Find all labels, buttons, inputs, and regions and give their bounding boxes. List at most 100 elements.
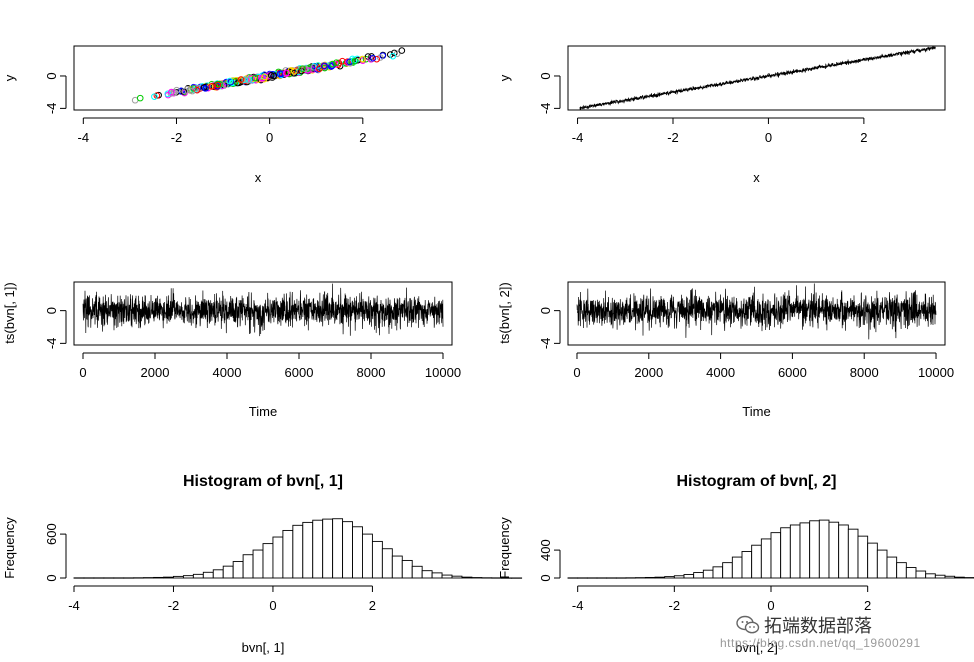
data-point (389, 52, 397, 60)
data-point (189, 87, 196, 95)
data-point (261, 73, 268, 81)
chart-title: Histogram of bvn[, 2] (676, 473, 836, 490)
data-point (299, 65, 306, 72)
hist-bar (362, 533, 373, 579)
wechat-logo-icon (736, 615, 760, 634)
hist-bar (192, 573, 204, 579)
data-point (282, 69, 290, 77)
panel-ts-2: 0 2000 4000 6000 8000 10000 -4 0 Time ts(bvn[, 2]… (497, 281, 954, 419)
hist-bar (342, 521, 353, 579)
hist-bar (431, 572, 443, 579)
x-tick-label: -2 (168, 598, 180, 613)
data-point (258, 74, 265, 82)
hist-bar (411, 565, 423, 579)
y-axis-label: Frequency (2, 517, 17, 579)
plot-frame (567, 45, 946, 111)
data-point (151, 93, 158, 100)
hist-bar (242, 554, 254, 579)
hist-bar (741, 551, 753, 579)
hist-bar (857, 535, 869, 579)
hist-bar (673, 575, 685, 579)
hist-bar (182, 575, 194, 579)
x-tick-label: 2 (359, 130, 366, 145)
x-tick-label: 0 (266, 130, 273, 145)
x-axis-label: x (255, 170, 262, 185)
data-point (390, 49, 398, 57)
y-tick-label: -4 (538, 103, 553, 115)
x-tick-label: -2 (171, 130, 183, 145)
x-tick-label: 0 (767, 598, 774, 613)
x-tick-label: 0 (79, 365, 86, 380)
hist-bar (282, 529, 294, 579)
data-point (316, 65, 323, 73)
hist-bar (401, 559, 413, 579)
x-tick-label: 10000 (425, 365, 461, 380)
hist-bar (451, 575, 463, 579)
data-point (202, 85, 209, 92)
data-point (227, 78, 234, 86)
x-tick-label: -4 (68, 598, 80, 613)
data-point (333, 59, 340, 66)
hist-bar (371, 540, 383, 579)
hist-bar (212, 569, 224, 579)
data-point (321, 62, 328, 70)
series-line (576, 283, 937, 340)
data-point (237, 76, 245, 83)
data-point (168, 88, 175, 96)
data-point (351, 57, 359, 65)
hist-bar (915, 570, 927, 579)
data-point (369, 54, 377, 62)
x-axis-label: bvn[, 1] (242, 640, 285, 655)
hist-bar (760, 538, 772, 579)
hist-bar (954, 576, 965, 579)
x-axis-label: bvn[, 2] (735, 640, 778, 655)
x-tick-label: 4000 (706, 365, 735, 380)
y-tick-label: 0 (538, 574, 553, 581)
panel-scatter-1: -4 -2 0 2 -4 0 x y (2, 45, 443, 185)
hist-bar (252, 549, 264, 579)
hist-bar (828, 521, 840, 579)
data-point (244, 76, 251, 84)
hist-bar (876, 549, 888, 579)
data-point (301, 65, 308, 73)
x-tick-label: -2 (667, 130, 679, 145)
x-axis-label: Time (249, 404, 277, 419)
hist-bar (702, 569, 714, 579)
hist-bar (312, 519, 324, 579)
y-tick-label: 0 (538, 307, 553, 314)
data-point (251, 74, 259, 82)
hist-bar (925, 573, 936, 579)
x-axis-label: x (753, 170, 760, 185)
x-tick-label: 4000 (213, 365, 242, 380)
hist-bar (838, 524, 849, 579)
y-tick-label: 0 (44, 72, 59, 79)
hist-bar (461, 576, 473, 579)
data-point (270, 72, 278, 80)
y-tick-label: -4 (538, 338, 553, 350)
plot-frame (73, 281, 453, 346)
data-point (350, 56, 358, 64)
plot-frame (567, 281, 946, 346)
panel-scatter-2: -4 -2 0 2 -4 0 x y (497, 45, 946, 185)
data-point (373, 55, 381, 63)
hist-bar (664, 576, 675, 579)
hist-bar (789, 524, 801, 579)
y-tick-label: 0 (44, 574, 59, 581)
y-tick-label: -4 (44, 338, 59, 350)
y-axis-label: Frequency (497, 517, 512, 579)
data-point (267, 72, 275, 79)
hist-bar (222, 565, 234, 579)
hist-bar (712, 566, 724, 579)
y-axis-label: y (2, 74, 17, 81)
y-tick-label: 0 (538, 72, 553, 79)
series-line (82, 283, 444, 337)
y-tick-label: 600 (44, 523, 59, 545)
x-tick-label: 8000 (850, 365, 879, 380)
watermark-brand: 拓端数据部落 (736, 612, 872, 638)
data-point (241, 76, 249, 84)
hist-bar (847, 528, 859, 579)
y-tick-label: 400 (538, 539, 553, 561)
x-tick-label: -4 (78, 130, 90, 145)
hist-bar (722, 562, 733, 579)
